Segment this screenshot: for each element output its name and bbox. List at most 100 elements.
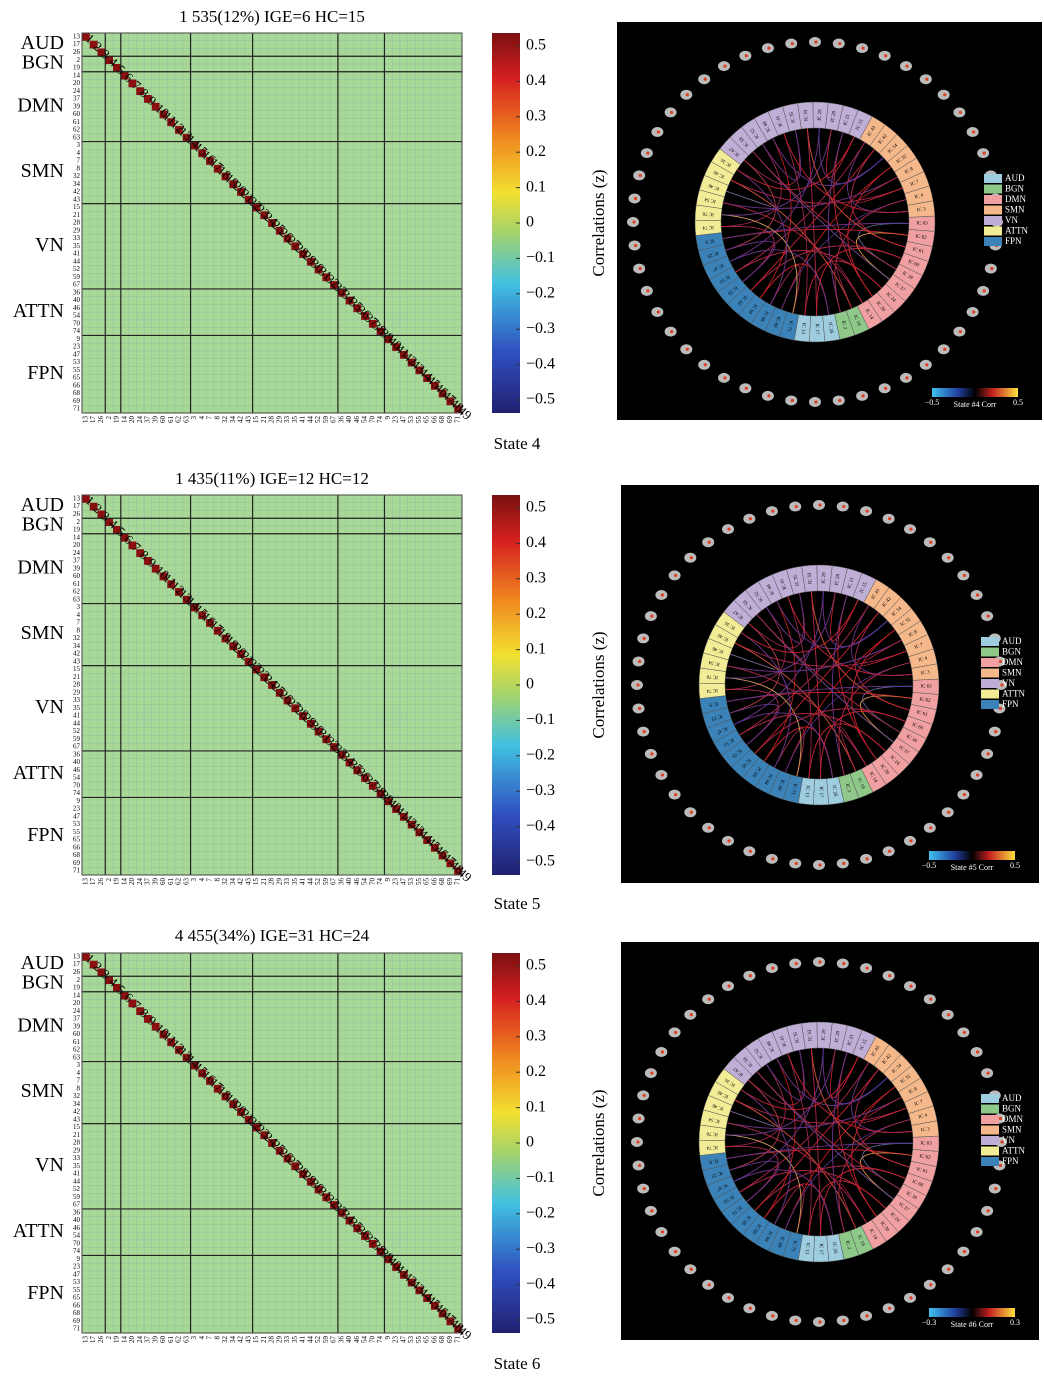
row-label: 7 xyxy=(77,1077,81,1085)
connection xyxy=(765,1049,806,1100)
ring-label: IC 21 xyxy=(843,113,851,126)
diagonal-cell xyxy=(268,219,276,227)
brain-activation xyxy=(909,1296,913,1300)
ring-segment xyxy=(778,311,799,341)
ring-label-number: 35 xyxy=(794,574,800,580)
ring-label-prefix: IC xyxy=(778,120,785,127)
row-label: 34 xyxy=(73,642,81,650)
colorbar-tick-label: 0 xyxy=(526,214,534,231)
diagonal-cell xyxy=(299,250,307,258)
connection xyxy=(733,1169,834,1236)
ring-label-prefix: IC xyxy=(818,1243,823,1249)
ring-label-number: 33 xyxy=(808,572,813,578)
ring-label-number: 69 xyxy=(775,784,782,791)
column-label: 15 xyxy=(252,878,260,886)
column-label: 70 xyxy=(368,416,376,424)
row-label: 47 xyxy=(73,1270,81,1278)
brain-activation xyxy=(962,1030,966,1035)
column-label: 32 xyxy=(221,1336,229,1344)
ring-label-number: 52 xyxy=(754,590,761,597)
ring-label: IC 33 xyxy=(808,572,814,584)
row-label: 17 xyxy=(73,40,81,48)
row-label: 2 xyxy=(77,518,81,526)
connection xyxy=(721,143,782,228)
column-label: 43 xyxy=(244,1336,252,1344)
ring-label-prefix: IC xyxy=(893,282,901,289)
ring-label-number: 69 xyxy=(771,321,778,328)
ring-label: IC 13 xyxy=(803,1242,809,1254)
colorbar-tick-label: 0.2 xyxy=(526,605,546,622)
brain-activation xyxy=(814,40,818,44)
row-label: 52 xyxy=(73,1185,81,1193)
ring-label-prefix: IC xyxy=(800,322,806,328)
row-label: 44 xyxy=(73,1177,81,1185)
diagonal-cell xyxy=(430,1301,439,1310)
brain-activation xyxy=(818,503,822,507)
ring-label-prefix: IC xyxy=(914,644,921,651)
column-label: 40 xyxy=(345,1336,353,1344)
brain-activation xyxy=(748,1306,752,1310)
connection xyxy=(783,133,909,213)
ring-label-prefix: IC xyxy=(912,247,919,253)
row-label: 55 xyxy=(73,1286,81,1294)
panel: 1 535(12%) IGE=6 HC=15AUDBGNDMNSMNVNATTN… xyxy=(13,7,1042,453)
connection xyxy=(763,600,796,762)
diagonal-cell xyxy=(167,580,176,589)
network-label: DMN xyxy=(17,556,64,578)
ring-label-number: 35 xyxy=(794,1031,800,1037)
ring-label: IC 43 xyxy=(871,588,881,601)
row-label: 29 xyxy=(73,226,81,234)
brain-activation xyxy=(771,857,775,861)
network-label: BGN xyxy=(22,972,64,994)
ring-label-number: 7 xyxy=(920,643,925,649)
diagonal-cell xyxy=(376,1247,385,1256)
ring-label-prefix: IC xyxy=(868,771,875,778)
ring-label: IC 19 xyxy=(856,778,865,791)
diagonal-cell xyxy=(151,564,160,573)
brain-activation xyxy=(947,1013,951,1017)
connection xyxy=(729,1079,780,1171)
legend-swatch xyxy=(984,195,1002,204)
ring-label-number: 67 xyxy=(733,1065,740,1072)
diagonal-cell xyxy=(206,1077,214,1085)
ring-label-prefix: IC xyxy=(721,725,728,732)
diagonal-cell xyxy=(175,126,183,134)
ring-label-prefix: IC xyxy=(875,301,882,309)
diagonal-cell xyxy=(407,358,416,367)
connection xyxy=(850,149,906,248)
diagonal-cell xyxy=(105,976,114,985)
column-label: 46 xyxy=(353,1336,361,1344)
legend-label: FPN xyxy=(1002,1156,1019,1166)
legend-swatch xyxy=(984,205,1002,215)
row-label: 9 xyxy=(77,335,81,343)
connection xyxy=(733,591,824,725)
column-label: 68 xyxy=(438,878,446,886)
panel-title: 4 455(34%) IGE=31 HC=24 xyxy=(175,926,370,945)
column-label: 74 xyxy=(376,1336,384,1344)
ring-label-prefix: IC xyxy=(743,140,750,148)
diagonal-cell xyxy=(430,381,439,390)
ring-label-prefix: IC xyxy=(717,262,724,269)
diagonal-cell xyxy=(407,1278,416,1287)
row-label: 62 xyxy=(73,588,81,596)
state-label: State 4 xyxy=(494,434,541,453)
diagonal-cell xyxy=(291,704,300,713)
ring-label-prefix: IC xyxy=(804,785,810,791)
legend-label: SMN xyxy=(1002,668,1022,678)
brain-activation xyxy=(637,706,642,711)
ring-label: IC 52 xyxy=(754,1047,765,1060)
ring-label-prefix: IC xyxy=(831,785,837,791)
row-label: 39 xyxy=(73,102,81,110)
ring-label: IC 62 xyxy=(919,698,931,705)
brain-activation xyxy=(884,54,888,58)
ring-label: IC 24 xyxy=(889,1212,901,1224)
column-label: 3 xyxy=(190,416,198,420)
brain-activation xyxy=(888,1306,892,1310)
ring-label-number: 21 xyxy=(849,576,855,583)
column-label: 2 xyxy=(105,878,113,882)
ring-label: IC 35 xyxy=(794,574,801,587)
column-label: 62 xyxy=(175,1336,183,1344)
ring-label: IC 63 xyxy=(920,1142,932,1147)
ring-label-prefix: IC xyxy=(717,647,724,654)
ring-label-prefix: IC xyxy=(919,698,925,704)
